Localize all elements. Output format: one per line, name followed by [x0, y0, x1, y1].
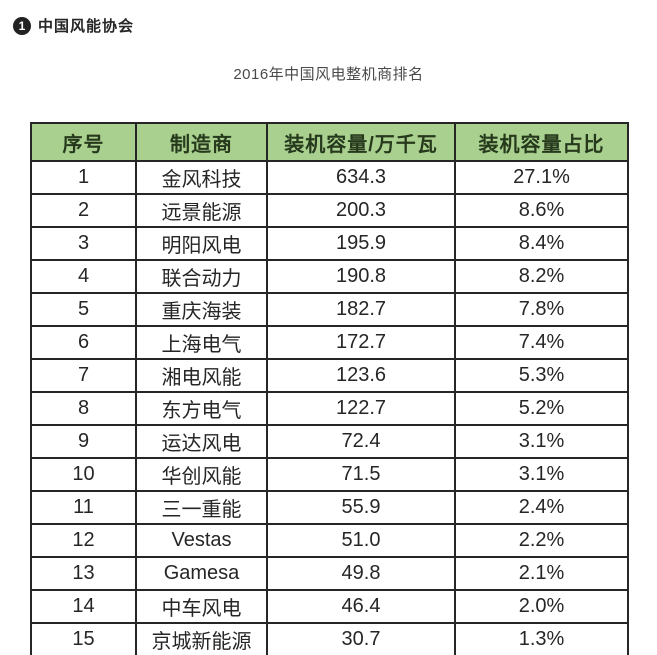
rank-cell: 2	[30, 193, 137, 228]
manufacturer-cell: 湘电风能	[135, 358, 268, 393]
capacity-cell: 72.4	[266, 424, 456, 459]
share-cell: 2.4%	[454, 490, 629, 525]
manufacturer-cell: 三一重能	[135, 490, 268, 525]
share-cell: 2.1%	[454, 556, 629, 591]
manufacturer-cell: 金风科技	[135, 160, 268, 195]
ranking-table: 序号 制造商 装机容量/万千瓦 装机容量占比 1 金风科技 634.3 27.1% 2 远景能源…	[30, 122, 629, 655]
share-cell: 8.2%	[454, 259, 629, 294]
rank-cell: 14	[30, 589, 137, 624]
capacity-cell: 122.7	[266, 391, 456, 426]
table-row: 2 远景能源 200.3 8.6%	[30, 193, 629, 228]
numbered-circle-1-icon: 1	[13, 16, 31, 35]
capacity-cell: 195.9	[266, 226, 456, 261]
table-header-row: 序号 制造商 装机容量/万千瓦 装机容量占比	[30, 122, 629, 162]
table-row: 9 运达风电 72.4 3.1%	[30, 424, 629, 459]
manufacturer-cell: 京城新能源	[135, 622, 268, 655]
table-row: 4 联合动力 190.8 8.2%	[30, 259, 629, 294]
table-row: 12 Vestas 51.0 2.2%	[30, 523, 629, 558]
column-header: 制造商	[135, 122, 268, 162]
rank-cell: 15	[30, 622, 137, 655]
capacity-cell: 46.4	[266, 589, 456, 624]
table-row: 3 明阳风电 195.9 8.4%	[30, 226, 629, 261]
manufacturer-cell: 上海电气	[135, 325, 268, 360]
capacity-cell: 190.8	[266, 259, 456, 294]
source-attribution: 1 中国风能协会	[13, 15, 134, 36]
rank-cell: 4	[30, 259, 137, 294]
table-body: 1 金风科技 634.3 27.1% 2 远景能源 200.3 8.6% 3 明阳风电 195.9 8…	[30, 160, 629, 655]
share-cell: 5.3%	[454, 358, 629, 393]
share-cell: 7.8%	[454, 292, 629, 327]
manufacturer-cell: 重庆海装	[135, 292, 268, 327]
rank-cell: 3	[30, 226, 137, 261]
manufacturer-cell: 联合动力	[135, 259, 268, 294]
source-label: 中国风能协会	[38, 18, 135, 35]
capacity-cell: 634.3	[266, 160, 456, 195]
share-cell: 2.2%	[454, 523, 629, 558]
rank-cell: 1	[30, 160, 137, 195]
table-row: 6 上海电气 172.7 7.4%	[30, 325, 629, 360]
table-row: 15 京城新能源 30.7 1.3%	[30, 622, 629, 655]
table-row: 7 湘电风能 123.6 5.3%	[30, 358, 629, 393]
page-title: 2016年中国风电整机商排名	[233, 66, 424, 83]
share-cell: 2.0%	[454, 589, 629, 624]
capacity-cell: 182.7	[266, 292, 456, 327]
manufacturer-cell: 华创风能	[135, 457, 268, 492]
share-cell: 8.6%	[454, 193, 629, 228]
capacity-cell: 172.7	[266, 325, 456, 360]
table-row: 5 重庆海装 182.7 7.8%	[30, 292, 629, 327]
rank-cell: 6	[30, 325, 137, 360]
capacity-cell: 55.9	[266, 490, 456, 525]
manufacturer-cell: 远景能源	[135, 193, 268, 228]
rank-cell: 9	[30, 424, 137, 459]
share-cell: 3.1%	[454, 424, 629, 459]
rank-cell: 11	[30, 490, 137, 525]
rank-cell: 5	[30, 292, 137, 327]
capacity-cell: 49.8	[266, 556, 456, 591]
table-row: 11 三一重能 55.9 2.4%	[30, 490, 629, 525]
capacity-cell: 51.0	[266, 523, 456, 558]
share-cell: 3.1%	[454, 457, 629, 492]
manufacturer-cell: 运达风电	[135, 424, 268, 459]
table-row: 10 华创风能 71.5 3.1%	[30, 457, 629, 492]
manufacturer-cell: 明阳风电	[135, 226, 268, 261]
manufacturer-cell: 中车风电	[135, 589, 268, 624]
table-row: 8 东方电气 122.7 5.2%	[30, 391, 629, 426]
table-row: 13 Gamesa 49.8 2.1%	[30, 556, 629, 591]
rank-cell: 8	[30, 391, 137, 426]
capacity-cell: 71.5	[266, 457, 456, 492]
share-cell: 1.3%	[454, 622, 629, 655]
rank-cell: 12	[30, 523, 137, 558]
rank-cell: 13	[30, 556, 137, 591]
manufacturer-cell: Gamesa	[135, 556, 268, 591]
manufacturer-cell: 东方电气	[135, 391, 268, 426]
share-cell: 5.2%	[454, 391, 629, 426]
capacity-cell: 30.7	[266, 622, 456, 655]
rank-cell: 7	[30, 358, 137, 393]
manufacturer-cell: Vestas	[135, 523, 268, 558]
share-cell: 7.4%	[454, 325, 629, 360]
rank-cell: 10	[30, 457, 137, 492]
column-header: 装机容量/万千瓦	[266, 122, 456, 162]
table-row: 14 中车风电 46.4 2.0%	[30, 589, 629, 624]
share-cell: 27.1%	[454, 160, 629, 195]
column-header: 序号	[30, 122, 137, 162]
table-row: 1 金风科技 634.3 27.1%	[30, 160, 629, 195]
capacity-cell: 200.3	[266, 193, 456, 228]
column-header: 装机容量占比	[454, 122, 629, 162]
capacity-cell: 123.6	[266, 358, 456, 393]
share-cell: 8.4%	[454, 226, 629, 261]
